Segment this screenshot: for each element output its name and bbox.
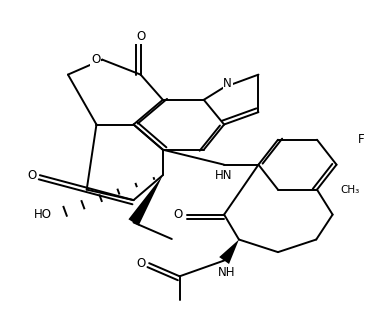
- Text: CH₃: CH₃: [341, 185, 360, 195]
- Text: O: O: [136, 30, 145, 43]
- Text: HO: HO: [34, 208, 52, 221]
- Text: O: O: [174, 208, 183, 221]
- Text: O: O: [91, 53, 100, 66]
- Polygon shape: [129, 175, 163, 226]
- Polygon shape: [219, 240, 239, 264]
- Text: HN: HN: [215, 169, 233, 182]
- Text: N: N: [223, 77, 232, 90]
- Text: F: F: [358, 133, 365, 146]
- Text: NH: NH: [218, 266, 235, 279]
- Text: O: O: [27, 169, 36, 182]
- Text: O: O: [136, 257, 146, 270]
